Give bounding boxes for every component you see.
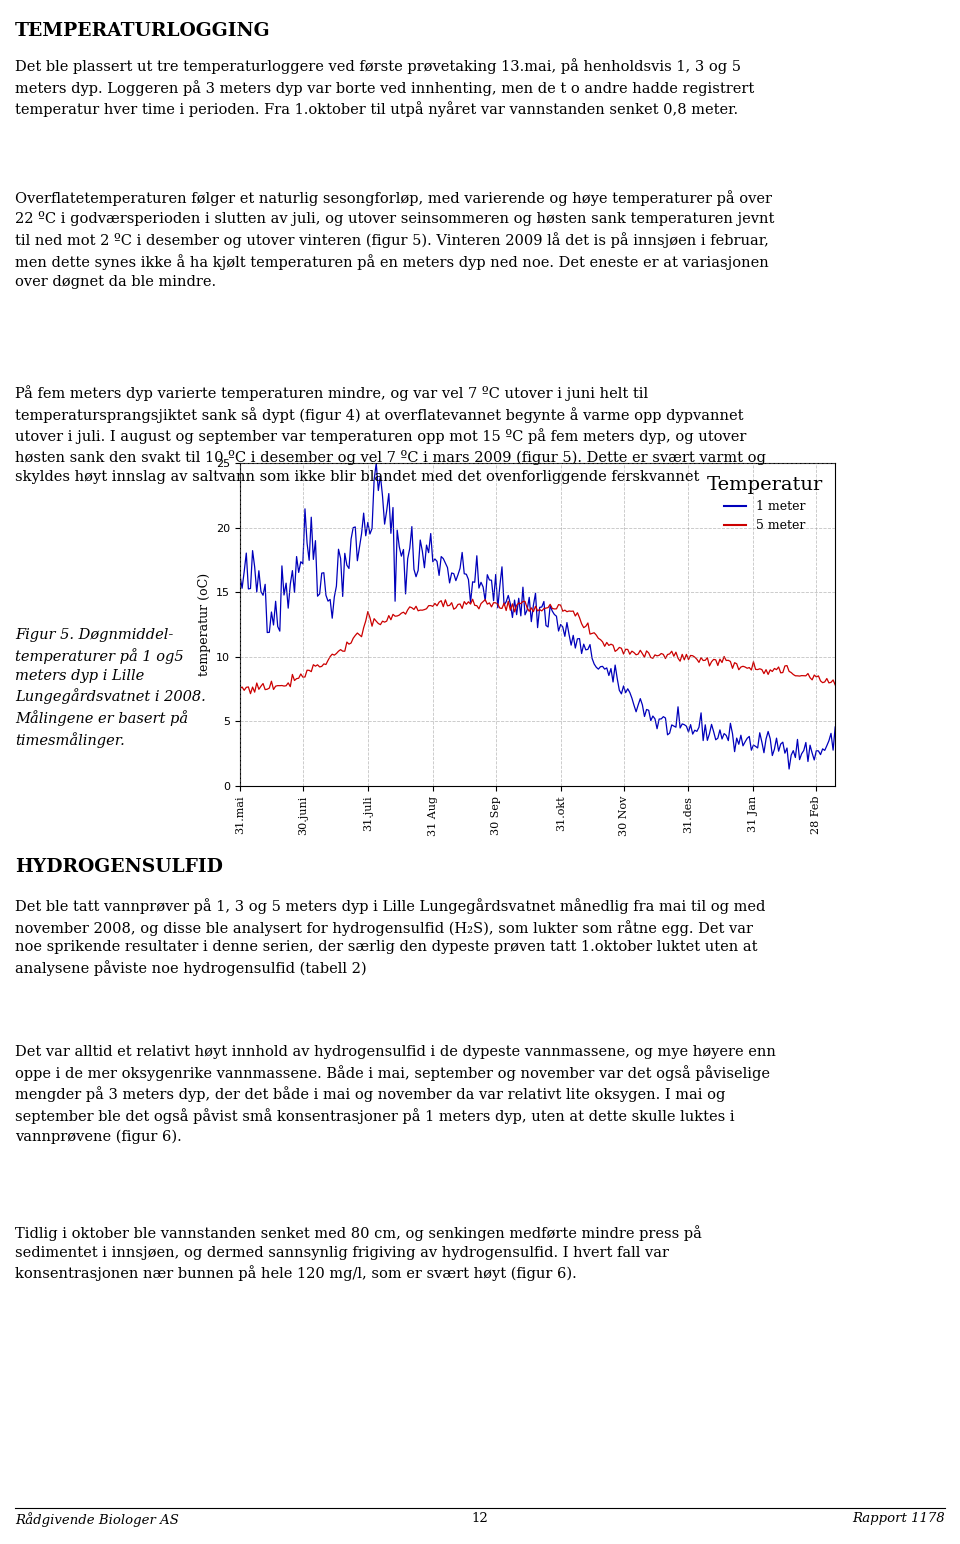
Text: Det ble tatt vannprøver på 1, 3 og 5 meters dyp i Lille Lungegårdsvatnet månedli: Det ble tatt vannprøver på 1, 3 og 5 met…	[15, 899, 765, 976]
Text: Overflatetemperaturen følger et naturlig sesongforløp, med varierende og høye te: Overflatetemperaturen følger et naturlig…	[15, 190, 775, 289]
Text: HYDROGENSULFID: HYDROGENSULFID	[15, 858, 223, 875]
Text: TEMPERATURLOGGING: TEMPERATURLOGGING	[15, 22, 271, 40]
Text: Det ble plassert ut tre temperaturloggere ved første prøvetaking 13.mai, på henh: Det ble plassert ut tre temperaturlogger…	[15, 59, 755, 117]
Text: Rådgivende Biologer AS: Rådgivende Biologer AS	[15, 1512, 179, 1527]
Legend: 1 meter, 5 meter: 1 meter, 5 meter	[700, 469, 828, 539]
Y-axis label: temperatur (oC): temperatur (oC)	[198, 573, 210, 676]
Text: Rapport 1178: Rapport 1178	[852, 1512, 945, 1525]
Text: Det var alltid et relativt høyt innhold av hydrogensulfid i de dypeste vannmasse: Det var alltid et relativt høyt innhold …	[15, 1045, 776, 1144]
Text: 12: 12	[471, 1512, 489, 1525]
Text: Figur 5. Døgnmiddel-
temperaturer på 1 og5
meters dyp i Lille
Lungegårdsvatnet i: Figur 5. Døgnmiddel- temperaturer på 1 o…	[15, 628, 205, 747]
Text: På fem meters dyp varierte temperaturen mindre, og var vel 7 ºC utover i juni he: På fem meters dyp varierte temperaturen …	[15, 384, 766, 483]
Text: Tidlig i oktober ble vannstanden senket med 80 cm, og senkingen medførte mindre : Tidlig i oktober ble vannstanden senket …	[15, 1224, 702, 1282]
